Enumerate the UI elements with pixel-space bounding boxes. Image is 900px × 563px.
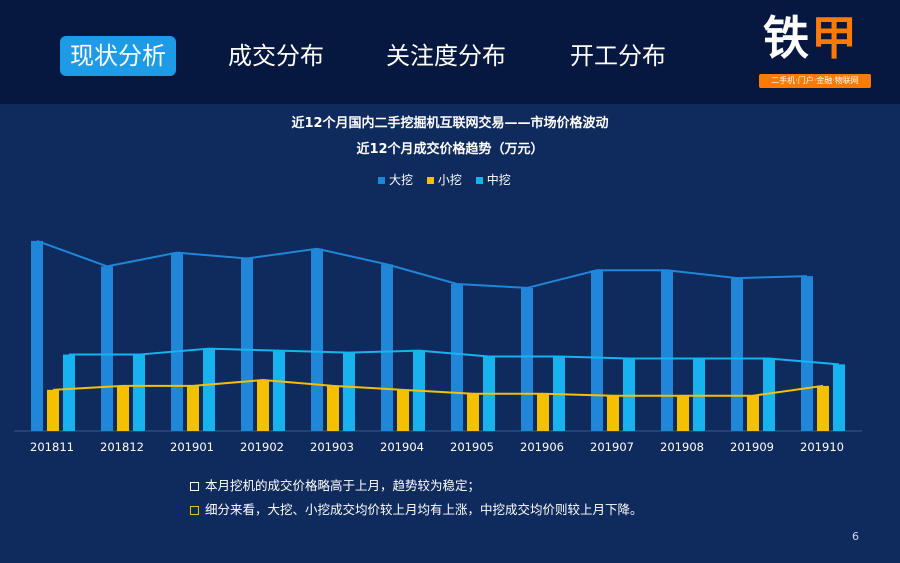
- chart-subtitle: 近12个月成交价格趋势（万元）: [356, 142, 544, 157]
- tab-attention-distribution[interactable]: 关注度分布: [386, 42, 506, 70]
- tab-status-analysis[interactable]: 现状分析: [60, 36, 176, 76]
- bar-large-201811: [31, 240, 43, 431]
- logo-char-b: 甲: [811, 11, 859, 65]
- bar-large-201905: [451, 284, 463, 431]
- bar-large-201906: [521, 287, 533, 431]
- bar-small-201910: [817, 385, 829, 431]
- x-tick-label-201902: 201902: [240, 440, 284, 454]
- tab-deal-distribution[interactable]: 成交分布: [228, 42, 324, 70]
- bar-medium-201902: [273, 350, 285, 431]
- x-tick-label-201907: 201907: [590, 440, 634, 454]
- bar-large-201909: [731, 278, 743, 431]
- logo-char-a: 铁: [763, 11, 811, 65]
- trend-line-large: [36, 239, 808, 289]
- bar-large-201904: [381, 264, 393, 431]
- bar-small-201812: [117, 385, 129, 431]
- legend-item-large: 大挖: [378, 171, 413, 188]
- bar-small-201903: [327, 385, 339, 431]
- bar-small-201902: [257, 380, 269, 431]
- x-tick-label-201904: 201904: [380, 440, 424, 454]
- checkbox-icon: [190, 482, 199, 491]
- bar-small-201904: [397, 389, 409, 431]
- note-item: 本月挖机的成交价格略高于上月，趋势较为稳定；: [190, 474, 643, 498]
- logo-wordmark: 铁甲: [763, 8, 859, 68]
- legend-swatch-small: [426, 177, 434, 184]
- bar-medium-201812: [133, 354, 145, 431]
- legend-item-small: 小挖: [426, 171, 462, 188]
- x-tick-label-201901: 201901: [170, 440, 214, 454]
- legend-item-medium: 中挖: [475, 171, 511, 188]
- page-number: 6: [852, 530, 859, 543]
- bar-large-201812: [101, 266, 113, 431]
- bar-medium-201903: [343, 352, 355, 431]
- bar-small-201811: [47, 389, 59, 431]
- logo-tagline: 二手机·门户·金融·物联网: [759, 74, 871, 88]
- note-item: 细分来看，大挖、小挖成交均价较上月均有上涨，中挖成交均价则较上月下降。: [190, 498, 643, 522]
- bar-large-201901: [171, 252, 183, 431]
- brand-logo: 铁甲 二手机·门户·金融·物联网: [755, 8, 873, 88]
- bar-small-201909: [747, 395, 759, 431]
- x-tick-label-201909: 201909: [730, 440, 774, 454]
- legend-label-small: 小挖: [437, 173, 462, 187]
- x-tick-label-201812: 201812: [100, 440, 144, 454]
- x-tick-label-201910: 201910: [800, 440, 844, 454]
- bar-small-201906: [537, 393, 549, 431]
- bar-medium-201811: [63, 354, 75, 431]
- note-text-2: 细分来看，大挖、小挖成交均价较上月均有上涨，中挖成交均价则较上月下降。: [205, 502, 643, 517]
- bar-large-201902: [241, 258, 253, 431]
- top-navigation-bar: 现状分析 成交分布 关注度分布 开工分布 铁甲 二手机·门户·金融·物联网: [0, 0, 900, 104]
- legend-label-medium: 中挖: [486, 173, 511, 187]
- trend-line-medium: [69, 347, 840, 366]
- bar-large-201903: [311, 248, 323, 431]
- bar-large-201907: [591, 270, 603, 431]
- bar-small-201905: [467, 393, 479, 431]
- checkbox-icon: [190, 506, 199, 515]
- legend-swatch-medium: [475, 177, 483, 184]
- bar-medium-201909: [763, 358, 775, 431]
- x-tick-label-201903: 201903: [310, 440, 354, 454]
- bar-large-201910: [801, 276, 813, 431]
- x-tick-label-201811: 201811: [30, 440, 74, 454]
- legend-label-large: 大挖: [389, 173, 414, 187]
- bar-large-201908: [661, 270, 673, 431]
- bar-medium-201910: [833, 364, 845, 431]
- tab-operation-distribution[interactable]: 开工分布: [570, 42, 666, 70]
- price-trend-chart: 201811 201812 201901 201902 201903 201904 2019…: [14, 239, 862, 454]
- notes-list: 本月挖机的成交价格略高于上月，趋势较为稳定； 细分来看，大挖、小挖成交均价较上月…: [190, 474, 643, 522]
- note-text-1: 本月挖机的成交价格略高于上月，趋势较为稳定；: [205, 478, 481, 493]
- bar-small-201907: [607, 395, 619, 431]
- bar-medium-201901: [203, 348, 215, 431]
- legend-swatch-large: [378, 177, 385, 184]
- bar-small-201901: [187, 385, 199, 431]
- chart-title: 近12个月国内二手挖掘机互联网交易——市场价格波动: [291, 116, 609, 131]
- x-tick-label-201905: 201905: [450, 440, 494, 454]
- x-tick-label-201908: 201908: [660, 440, 704, 454]
- bar-small-201908: [677, 395, 689, 431]
- chart-legend: 大挖 小挖 中挖: [378, 171, 521, 188]
- trend-line-small: [52, 379, 824, 397]
- x-tick-label-201906: 201906: [520, 440, 564, 454]
